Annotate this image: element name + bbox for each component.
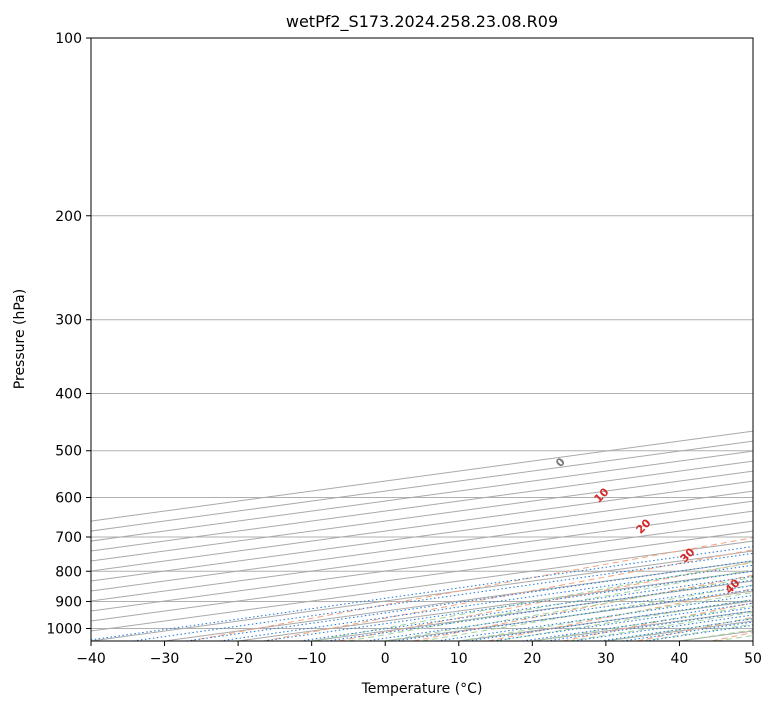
- y-tick-label: 800: [55, 564, 82, 580]
- y-tick-label: 900: [55, 594, 82, 610]
- isotherm: [679, 630, 753, 641]
- x-tick-label: −10: [297, 651, 327, 667]
- x-tick-label: −30: [150, 651, 180, 667]
- line-labels: -100-90-80-70-60-50-40-30-20-100.10.20.4…: [553, 455, 743, 597]
- isotherm: [311, 580, 753, 641]
- chart-title: wetPf2_S173.2024.258.23.08.R09: [286, 12, 558, 32]
- plot-frame: [90, 37, 754, 642]
- mixing-ratio-line: [263, 570, 753, 641]
- isotherm: [91, 460, 753, 552]
- mixing-ratio-line: [299, 575, 753, 641]
- isotherm: [532, 610, 753, 641]
- isotherm: [91, 470, 753, 562]
- moist-adiabat: [458, 591, 753, 641]
- y-tick-label: 300: [55, 313, 82, 329]
- moist-adiabat: [716, 634, 753, 641]
- dry-adiabat: [562, 602, 753, 641]
- mixing-ratio-line: [522, 607, 753, 641]
- isotherm: [752, 640, 753, 641]
- isotherm: [91, 540, 753, 632]
- isotherm: [91, 500, 753, 592]
- y-axis: 100 200 300 400 500 600 700 800 900 1000: [46, 31, 91, 637]
- isotherm: [91, 450, 753, 542]
- x-tick-label: 40: [671, 651, 689, 667]
- moist-adiabat: [421, 584, 753, 641]
- x-tick-label: 20: [523, 651, 541, 667]
- isotherm: [91, 510, 753, 602]
- isotherm: [91, 520, 753, 612]
- moist-adiabat-label: 40: [723, 576, 743, 596]
- isotherm: [91, 530, 753, 622]
- x-tick-label: −40: [76, 651, 106, 667]
- x-axis-label: Temperature (°C): [361, 681, 483, 697]
- moist-adiabat: [532, 605, 753, 641]
- dry-adiabat: [338, 561, 753, 641]
- isotherm: [91, 550, 753, 641]
- moist-adiabat: [679, 629, 753, 641]
- y-tick-label: 700: [55, 530, 82, 546]
- x-tick-label: 50: [744, 651, 762, 667]
- y-axis-label: Pressure (hPa): [12, 289, 28, 389]
- mixing-ratio-line: [492, 602, 753, 641]
- x-tick-label: −20: [223, 651, 253, 667]
- moist-adiabat-label: 20: [634, 516, 654, 536]
- x-tick-label: 0: [381, 651, 390, 667]
- x-tick-label: 30: [597, 651, 615, 667]
- dry-adiabat: [637, 616, 753, 641]
- dry-adiabat: [413, 574, 753, 641]
- isotherm: [458, 600, 753, 641]
- isotherm: [385, 590, 753, 641]
- x-tick-label: 10: [450, 651, 468, 667]
- plot-background-lines: [91, 38, 753, 641]
- y-tick-label: 1000: [46, 621, 82, 637]
- y-tick-label: 200: [55, 209, 82, 225]
- y-tick-label: 500: [55, 444, 82, 460]
- x-axis: −40 −30 −20 −10 0 10 20 30 40 50: [76, 641, 762, 667]
- isotherm: [91, 480, 753, 572]
- y-tick-label: 400: [55, 387, 82, 403]
- mixing-ratio-line: [219, 564, 753, 641]
- isotherm: [91, 490, 753, 582]
- mixing-ratio-line: [326, 579, 753, 641]
- dry-adiabat: [487, 588, 753, 641]
- moist-adiabat: [385, 576, 753, 641]
- y-tick-label: 600: [55, 490, 82, 506]
- dry-adiabat: [264, 549, 753, 641]
- y-tick-label: 100: [55, 31, 82, 47]
- moist-adiabat: [311, 561, 753, 641]
- mixing-ratio-line: [546, 610, 753, 641]
